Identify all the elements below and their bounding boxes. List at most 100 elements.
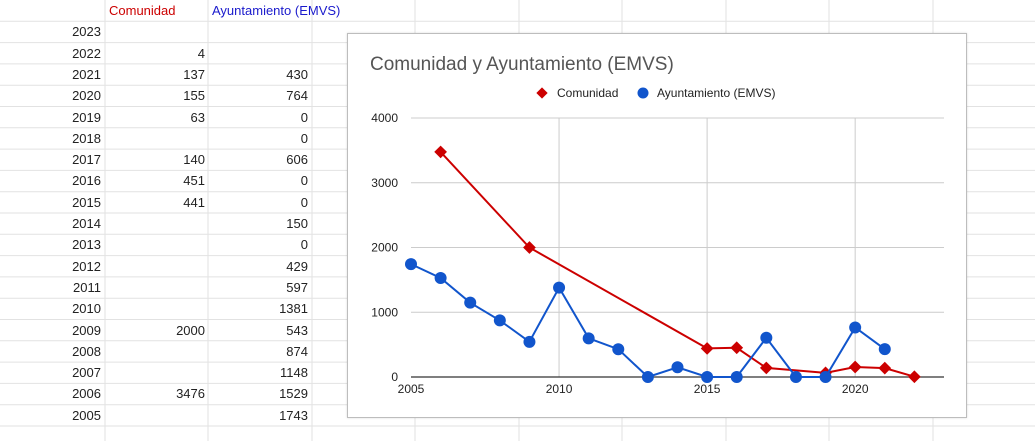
y-tick-label: 3000 bbox=[371, 176, 398, 190]
cell-year[interactable]: 2014 bbox=[72, 216, 101, 231]
cell-comunidad[interactable]: 441 bbox=[183, 194, 205, 210]
cell-ayuntamiento[interactable]: 874 bbox=[286, 343, 308, 359]
cell-year[interactable]: 2020 bbox=[72, 88, 101, 104]
cell-comunidad[interactable] bbox=[105, 128, 205, 149]
cell-ayuntamiento[interactable]: 1743 bbox=[279, 407, 308, 423]
legend-marker-comunidad bbox=[536, 87, 548, 99]
data-point[interactable] bbox=[464, 296, 477, 309]
cell-comunidad[interactable]: 155 bbox=[183, 88, 205, 104]
data-point[interactable] bbox=[523, 241, 536, 254]
cell-year[interactable]: 2007 bbox=[72, 365, 101, 381]
data-point[interactable] bbox=[759, 361, 773, 375]
cell-comunidad[interactable] bbox=[105, 362, 205, 383]
data-point[interactable] bbox=[848, 360, 862, 374]
cell-ayuntamiento[interactable]: 0 bbox=[300, 237, 308, 253]
cell-ayuntamiento[interactable]: 430 bbox=[286, 66, 308, 82]
cell-comunidad[interactable]: 2000 bbox=[176, 322, 205, 338]
cell-ayuntamiento[interactable]: 764 bbox=[286, 88, 308, 104]
cell-comunidad[interactable]: 63 bbox=[190, 109, 205, 125]
cell-ayuntamiento[interactable]: 150 bbox=[286, 216, 308, 231]
data-point[interactable] bbox=[730, 371, 743, 383]
legend-label-ayuntamiento: Ayuntamiento (EMVS) bbox=[657, 86, 776, 100]
cell-ayuntamiento[interactable] bbox=[208, 43, 308, 64]
data-point[interactable] bbox=[493, 314, 506, 327]
data-point[interactable] bbox=[730, 341, 744, 355]
cell-comunidad[interactable] bbox=[105, 277, 205, 298]
plot-area: 0 1000 2000 3000 4000 2005 2010 2015 2020 bbox=[371, 111, 944, 396]
cell-comunidad[interactable] bbox=[105, 405, 205, 426]
data-point[interactable] bbox=[434, 145, 447, 159]
y-tick-label: 1000 bbox=[371, 305, 398, 319]
y-tick-label: 0 bbox=[391, 370, 398, 384]
cell-ayuntamiento[interactable]: 429 bbox=[286, 258, 308, 274]
cell-ayuntamiento[interactable]: 606 bbox=[286, 152, 308, 168]
cell-ayuntamiento[interactable]: 543 bbox=[286, 322, 308, 338]
cell-ayuntamiento[interactable] bbox=[208, 21, 308, 42]
cell-comunidad[interactable]: 137 bbox=[183, 66, 205, 82]
data-point[interactable] bbox=[701, 371, 714, 383]
y-tick-label: 4000 bbox=[371, 111, 398, 125]
cell-comunidad[interactable]: 140 bbox=[183, 152, 205, 168]
data-point[interactable] bbox=[582, 332, 595, 345]
data-point[interactable] bbox=[612, 343, 625, 356]
cell-ayuntamiento[interactable]: 0 bbox=[300, 194, 308, 210]
cell-comunidad[interactable]: 451 bbox=[183, 173, 205, 189]
data-point[interactable] bbox=[641, 371, 654, 383]
data-point[interactable] bbox=[878, 343, 891, 356]
x-tick-label: 2020 bbox=[842, 382, 869, 396]
x-tick-label: 2010 bbox=[546, 382, 573, 396]
cell-comunidad[interactable]: 3476 bbox=[176, 386, 205, 402]
cell-year[interactable]: 2005 bbox=[72, 407, 101, 423]
chart-title: Comunidad y Ayuntamiento (EMVS) bbox=[370, 54, 674, 75]
cell-comunidad[interactable] bbox=[105, 234, 205, 255]
cell-ayuntamiento[interactable]: 0 bbox=[300, 173, 308, 189]
header-comunidad[interactable]: Comunidad bbox=[109, 3, 176, 18]
line-chart: Comunidad y Ayuntamiento (EMVS) Comunida… bbox=[370, 54, 944, 396]
header-ayuntamiento[interactable]: Ayuntamiento (EMVS) bbox=[212, 3, 341, 18]
cell-year[interactable]: 2022 bbox=[72, 45, 101, 61]
cell-year[interactable]: 2009 bbox=[72, 322, 101, 338]
cell-comunidad[interactable] bbox=[105, 213, 205, 234]
cell-year[interactable]: 2016 bbox=[72, 173, 101, 189]
cell-year[interactable]: 2015 bbox=[72, 194, 101, 210]
cell-ayuntamiento[interactable]: 1381 bbox=[279, 301, 308, 317]
cell-year[interactable]: 2019 bbox=[72, 109, 101, 125]
cell-year[interactable]: 2023 bbox=[72, 24, 101, 40]
legend-marker-ayuntamiento bbox=[637, 87, 649, 99]
cell-comunidad[interactable] bbox=[105, 21, 205, 42]
series-line-0 bbox=[439, 151, 915, 378]
cell-ayuntamiento[interactable]: 0 bbox=[300, 130, 308, 146]
cell-comunidad[interactable] bbox=[105, 298, 205, 319]
cell-year[interactable]: 2017 bbox=[72, 152, 101, 168]
data-point[interactable] bbox=[849, 321, 862, 334]
cell-ayuntamiento[interactable]: 597 bbox=[286, 279, 308, 295]
legend-label-comunidad: Comunidad bbox=[557, 86, 618, 100]
data-point[interactable] bbox=[671, 361, 684, 374]
data-point[interactable] bbox=[523, 335, 536, 348]
cell-year[interactable]: 2008 bbox=[72, 343, 101, 359]
cell-year[interactable]: 2013 bbox=[72, 237, 101, 253]
data-point[interactable] bbox=[760, 331, 773, 344]
cell-year[interactable]: 2018 bbox=[72, 130, 101, 146]
cell-year[interactable]: 2021 bbox=[72, 66, 101, 82]
cell-comunidad[interactable] bbox=[105, 256, 205, 277]
cell-ayuntamiento[interactable]: 1148 bbox=[280, 365, 308, 381]
data-point[interactable] bbox=[878, 361, 892, 375]
cell-year[interactable]: 2011 bbox=[73, 279, 101, 295]
cell-year[interactable]: 2012 bbox=[72, 258, 101, 274]
cell-ayuntamiento[interactable]: 0 bbox=[300, 109, 308, 125]
data-point[interactable] bbox=[819, 371, 832, 383]
cell-comunidad[interactable] bbox=[105, 341, 205, 362]
cell-year[interactable]: 2010 bbox=[72, 301, 101, 317]
data-point[interactable] bbox=[789, 371, 802, 383]
series-line-1 bbox=[410, 263, 886, 379]
cell-comunidad[interactable]: 4 bbox=[197, 45, 205, 61]
data-point[interactable] bbox=[700, 342, 714, 355]
data-point[interactable] bbox=[553, 281, 566, 294]
cell-year[interactable]: 2006 bbox=[72, 386, 101, 402]
cell-ayuntamiento[interactable]: 1529 bbox=[279, 386, 308, 402]
data-point[interactable] bbox=[405, 258, 417, 271]
chart-panel[interactable]: Comunidad y Ayuntamiento (EMVS) Comunida… bbox=[347, 33, 967, 418]
data-point[interactable] bbox=[434, 271, 447, 284]
data-point[interactable] bbox=[908, 370, 921, 384]
